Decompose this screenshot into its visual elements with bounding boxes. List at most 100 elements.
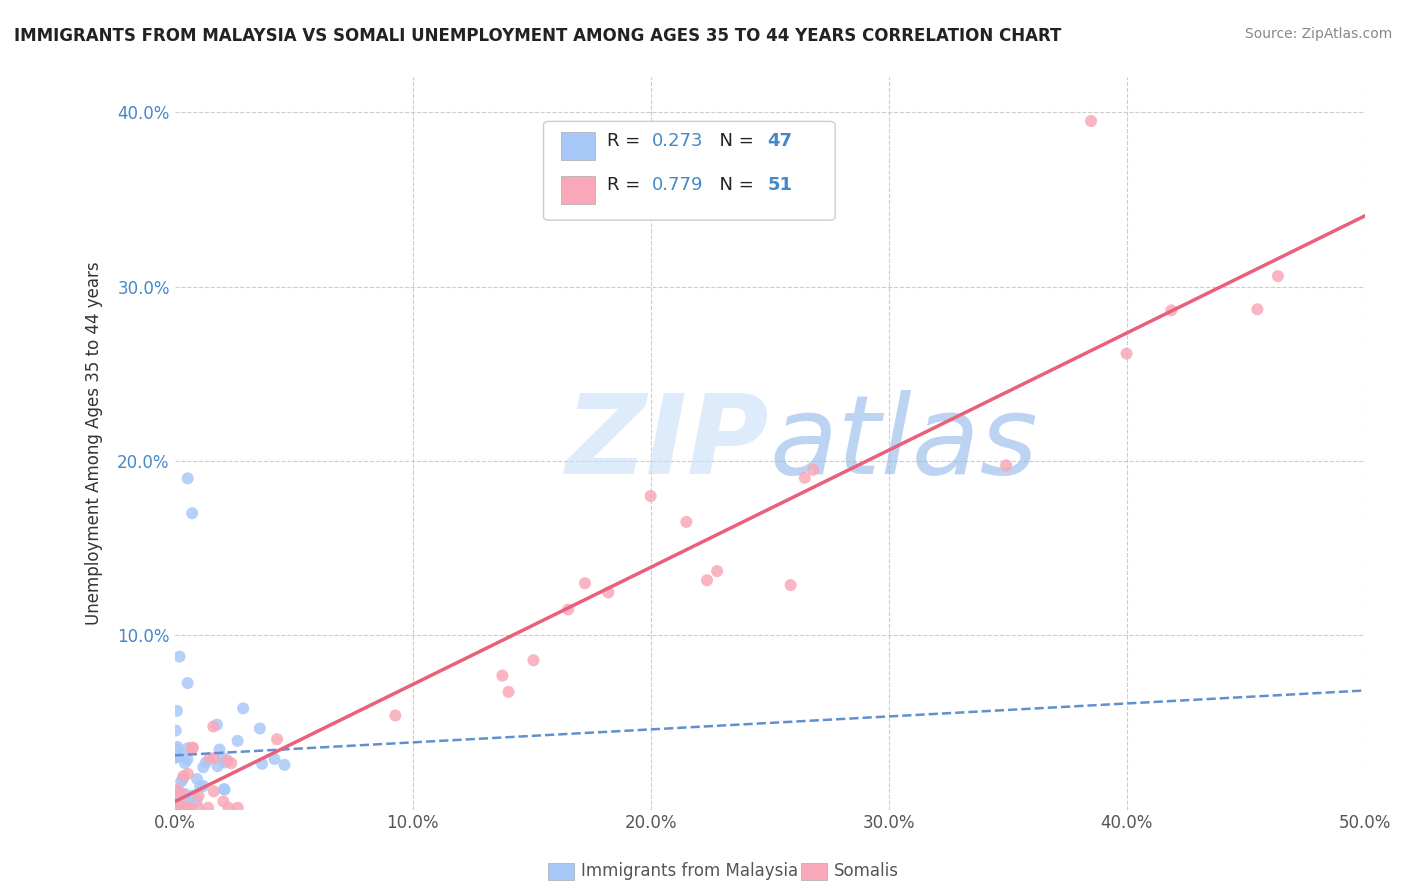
Point	[170, 786, 193, 800]
Point	[177, 741, 200, 756]
Text: R =: R =	[606, 176, 645, 194]
Text: 51: 51	[768, 176, 793, 194]
Point	[779, 578, 801, 592]
Point	[793, 471, 815, 485]
Point	[166, 786, 188, 800]
Point	[491, 668, 513, 682]
Point	[176, 676, 198, 690]
Point	[675, 515, 697, 529]
Point	[801, 463, 824, 477]
Point	[198, 751, 221, 765]
Bar	[561, 177, 595, 204]
Point	[208, 742, 231, 756]
Point	[173, 801, 195, 815]
Point	[166, 801, 188, 815]
Point	[212, 794, 235, 808]
Point	[214, 782, 236, 797]
Point	[181, 506, 204, 520]
Point	[170, 748, 193, 763]
Text: 0.273: 0.273	[652, 132, 703, 150]
Point	[166, 801, 188, 815]
FancyBboxPatch shape	[544, 121, 835, 220]
Point	[180, 801, 202, 815]
Point	[273, 757, 295, 772]
Text: atlas: atlas	[769, 390, 1038, 497]
Point	[384, 708, 406, 723]
Point	[193, 779, 215, 793]
Point	[263, 752, 285, 766]
Point	[194, 756, 217, 770]
Point	[226, 734, 249, 748]
Point	[214, 756, 236, 770]
Point	[165, 723, 187, 738]
Point	[202, 784, 225, 798]
Point	[212, 782, 235, 797]
Point	[169, 796, 191, 810]
Bar	[561, 132, 595, 161]
Point	[165, 801, 187, 815]
Text: Source: ZipAtlas.com: Source: ZipAtlas.com	[1244, 27, 1392, 41]
Point	[165, 750, 187, 764]
Text: N =: N =	[707, 176, 759, 194]
Text: Immigrants from Malaysia: Immigrants from Malaysia	[581, 863, 797, 880]
Point	[211, 751, 233, 765]
Point	[522, 653, 544, 667]
Point	[172, 791, 194, 805]
Text: IMMIGRANTS FROM MALAYSIA VS SOMALI UNEMPLOYMENT AMONG AGES 35 TO 44 YEARS CORREL: IMMIGRANTS FROM MALAYSIA VS SOMALI UNEMP…	[14, 27, 1062, 45]
Point	[202, 719, 225, 733]
Point	[249, 722, 271, 736]
Point	[706, 564, 728, 578]
Point	[176, 752, 198, 766]
Point	[1246, 302, 1268, 317]
Point	[574, 576, 596, 591]
Point	[176, 801, 198, 815]
Point	[174, 787, 197, 801]
Point	[266, 732, 288, 747]
Point	[193, 760, 215, 774]
Point	[166, 799, 188, 814]
Point	[169, 649, 191, 664]
Point	[226, 801, 249, 815]
Point	[165, 797, 187, 812]
Point	[557, 602, 579, 616]
Point	[197, 801, 219, 815]
Point	[598, 585, 620, 599]
Text: Somalis: Somalis	[834, 863, 898, 880]
Point	[219, 756, 242, 771]
Point	[995, 458, 1018, 473]
Text: 0.779: 0.779	[652, 176, 703, 194]
Point	[183, 789, 205, 803]
Point	[181, 740, 204, 755]
Point	[205, 717, 228, 731]
Point	[165, 798, 187, 813]
Point	[217, 801, 239, 815]
Y-axis label: Unemployment Among Ages 35 to 44 years: Unemployment Among Ages 35 to 44 years	[86, 261, 103, 625]
Point	[165, 795, 187, 809]
Point	[167, 801, 190, 815]
Point	[172, 799, 194, 814]
Text: ZIP: ZIP	[567, 390, 769, 497]
Point	[173, 756, 195, 770]
Point	[1115, 346, 1137, 360]
Point	[1080, 114, 1102, 128]
Point	[498, 685, 520, 699]
Point	[169, 785, 191, 799]
Point	[166, 749, 188, 764]
Point	[166, 704, 188, 718]
Point	[232, 701, 254, 715]
Point	[170, 801, 193, 815]
Point	[187, 801, 209, 815]
Point	[166, 790, 188, 805]
Point	[188, 780, 211, 794]
Point	[696, 574, 718, 588]
Point	[640, 489, 662, 503]
Point	[250, 756, 273, 771]
Point	[170, 774, 193, 789]
Point	[1160, 303, 1182, 318]
Point	[173, 769, 195, 783]
Point	[172, 772, 194, 787]
Point	[186, 794, 208, 808]
Point	[180, 741, 202, 756]
Text: N =: N =	[707, 132, 759, 150]
Point	[186, 772, 208, 786]
